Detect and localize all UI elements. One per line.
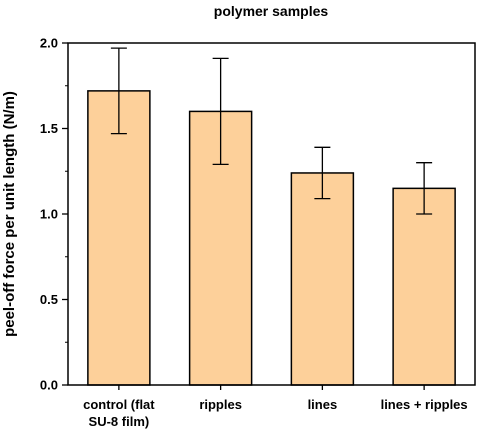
error-bars-group — [110, 47, 433, 215]
y-tick-label-3: 1.5 — [40, 121, 58, 136]
bar-3 — [392, 187, 456, 386]
y-tick-label-4: 2.0 — [40, 36, 58, 51]
x-tick-label-2-0: lines — [308, 397, 338, 412]
x-tick-label-0-0: control (flat — [83, 397, 155, 412]
x-tick-label-3-0: lines + ripples — [381, 397, 468, 412]
x-tick-label-0-1: SU-8 film) — [89, 414, 150, 429]
bar-2 — [290, 172, 355, 386]
y-tick-label-0: 0.0 — [40, 378, 58, 393]
y-axis-label: peel-off force per unit length (N/m) — [1, 91, 18, 337]
bar-0 — [87, 90, 151, 386]
y-tick-label-1: 0.5 — [40, 292, 58, 307]
x-ticks-group: control (flat SU-8 film) ripples lines lines… — [83, 385, 468, 429]
chart-title: polymer samples — [214, 3, 329, 19]
y-tick-label-2: 1.0 — [40, 207, 58, 222]
y-ticks-group: 0.0 0.5 1.0 1.5 2.0 — [40, 36, 68, 393]
bars-group — [87, 90, 456, 386]
x-tick-label-1-0: ripples — [199, 397, 242, 412]
